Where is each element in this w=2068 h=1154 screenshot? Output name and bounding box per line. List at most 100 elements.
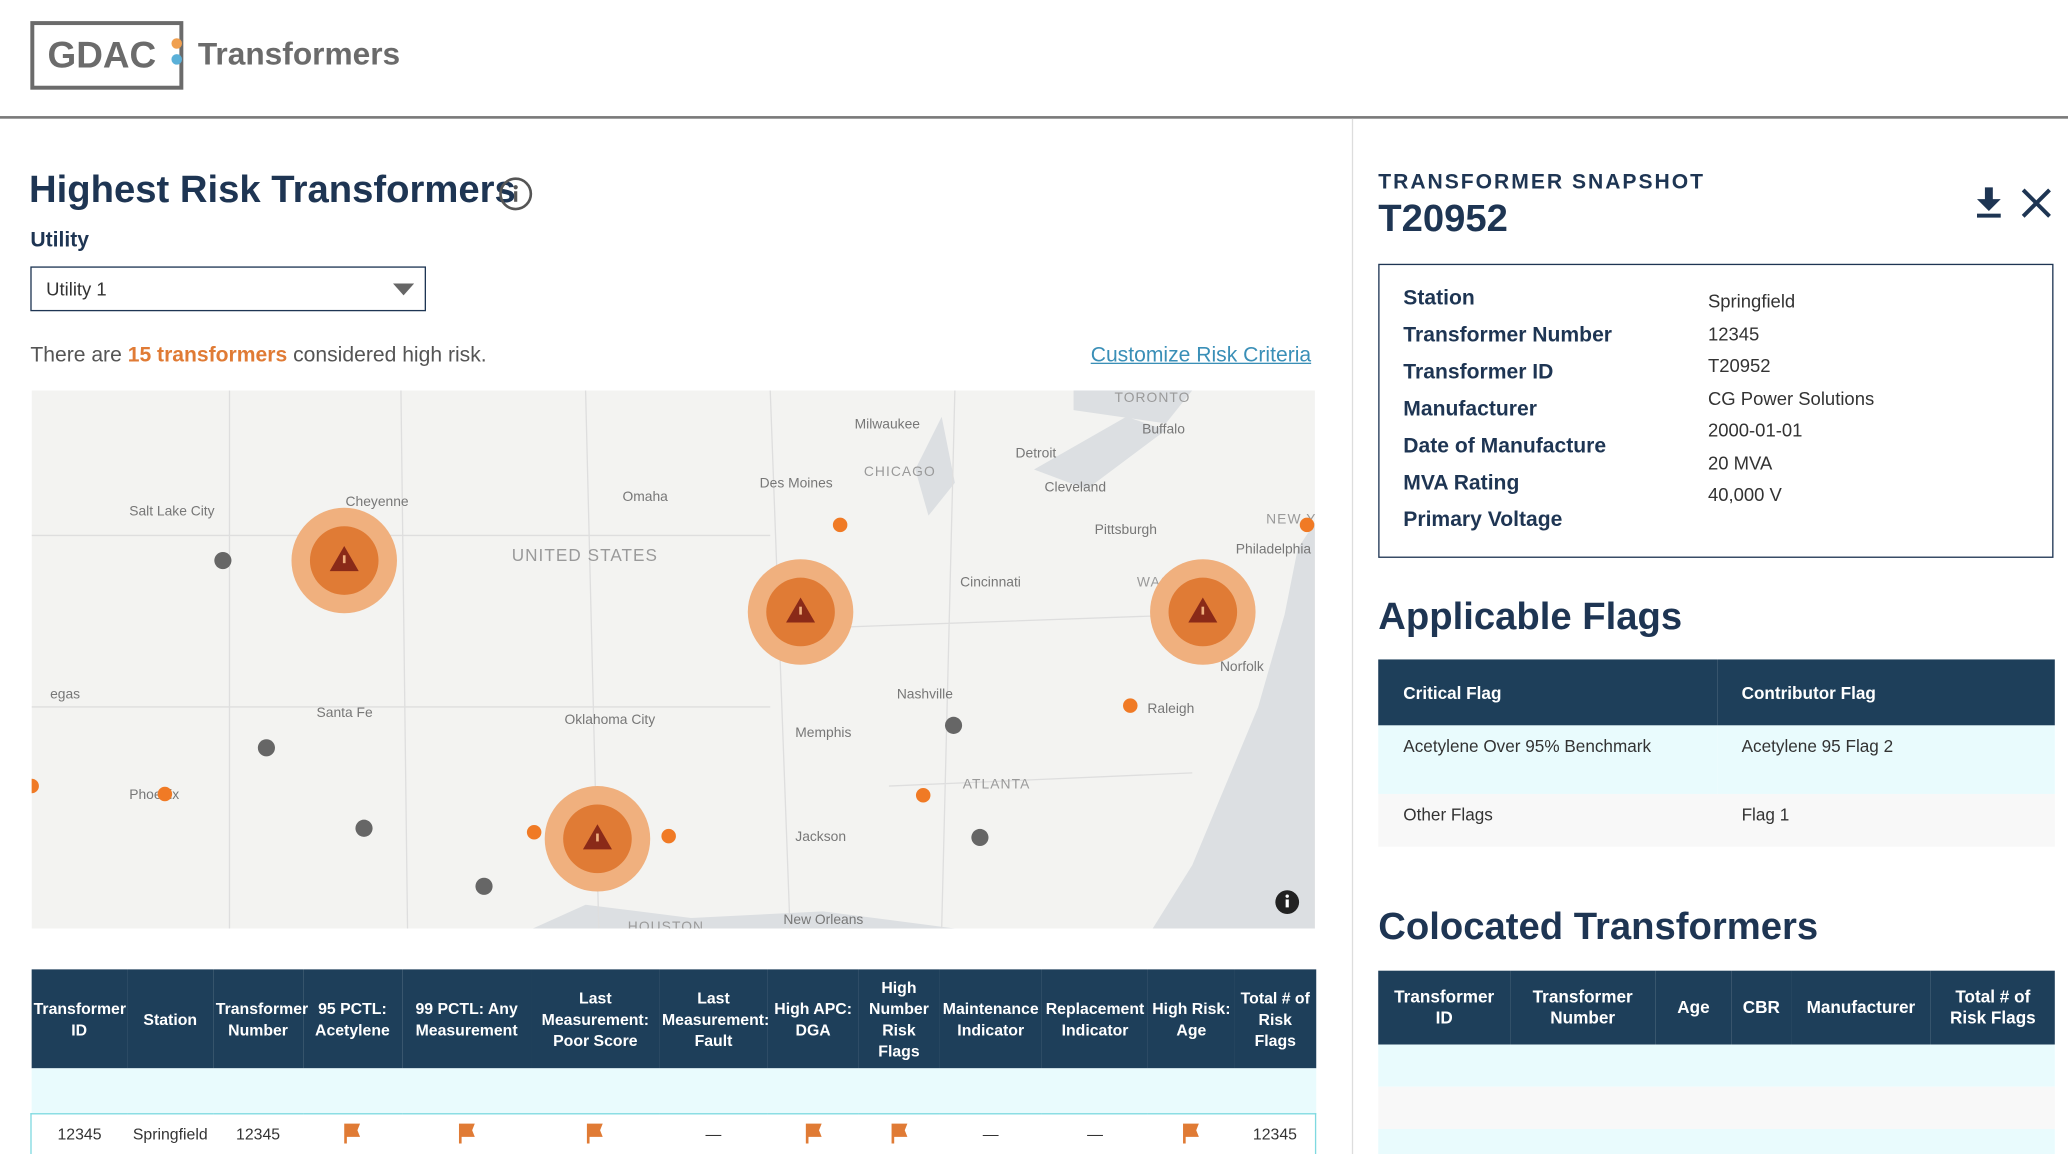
column-header: Transformer ID [30,969,128,1069]
map-label: ATLANTA [963,775,1031,791]
cell [767,1113,859,1154]
section-title: Applicable Flags [1378,596,1683,639]
map-label: Milwaukee [855,415,921,431]
flag-icon [344,1123,361,1143]
column-header: Transformer Number [213,969,308,1069]
map-label: UNITED STATES [512,545,658,565]
flag-icon [458,1123,475,1143]
flag-icon [891,1123,907,1143]
info-icon[interactable] [499,177,536,214]
snapshot-panel [1351,118,2068,1154]
logo-dots [171,38,183,65]
risk-cluster[interactable] [747,559,854,665]
snapshot-box [1378,263,2054,558]
map[interactable]: Salt Lake City Cheyenne UNITED STATES Omaha… [31,390,1315,929]
table-header: Transformer ID Transformer Number Age CBR Ma… [1378,970,2055,1045]
colocated-table: Transformer ID Transformer Number Age CBR Ma… [1378,970,2055,1154]
field-value: Springfield [1707,290,1796,312]
column-header: Replacement Indicator [1042,969,1148,1069]
table-row [30,1068,1316,1114]
map-label: Detroit [1016,444,1057,460]
field-label: Manufacturer [1403,398,1537,421]
cell: Acetylene Over 95% Benchmark [1403,735,1652,756]
field-label: Primary Voltage [1403,509,1563,532]
cell: Flag 1 [1741,804,1790,825]
warning-mark [342,555,346,564]
risk-marker [915,788,931,803]
snapshot-id: T20952 [1378,197,1508,241]
column-header: High APC: DGA [767,969,859,1069]
map-label: CHICAGO [864,463,936,479]
column-header: High Risk: Age [1147,969,1235,1069]
map-label: Omaha [623,488,669,504]
field-value: 2000-01-01 [1707,419,1803,441]
ocean [1152,390,1315,929]
map-label: TORONTO [1114,390,1190,405]
flag-icon [1183,1123,1200,1143]
cell [858,1113,940,1154]
summary-text: considered high risk. [293,344,487,367]
lake [915,416,955,516]
column-header: Critical Flag [1378,659,1717,726]
field-value: T20952 [1707,354,1771,376]
cell [401,1113,532,1154]
flags-table: Critical Flag Contributor Flag Acetylene … [1378,659,2055,847]
cell [531,1113,660,1154]
risk-marker [157,786,173,802]
risk-cluster[interactable] [291,507,397,614]
download-icon[interactable] [1976,187,2005,219]
map-label: New Orleans [783,911,863,927]
map-label: Philadelphia [1236,541,1312,557]
customize-link[interactable]: Customize Risk Criteria [1090,344,1312,367]
cell [30,1068,1316,1114]
column-header: Last Measurement: Poor Score [531,969,660,1069]
site-marker [944,716,963,734]
table-row: 12345 Springfield 12345— — —12345 [30,1113,1317,1154]
utility-select[interactable]: Utility 1 [30,266,426,312]
table-row [1378,1086,2055,1129]
flag-icon [805,1123,822,1143]
cell [1378,1086,2055,1129]
map-label: Oklahoma City [564,711,655,727]
column-header: CBR [1731,970,1792,1045]
risk-cluster[interactable] [544,786,651,892]
warning-mark [799,606,802,615]
site-marker [257,739,275,757]
column-header: 99 PCTL: Any Measurement [401,969,532,1069]
field-label: MVA Rating [1403,472,1520,495]
cell [302,1113,402,1154]
map-label: Nashville [897,686,953,702]
table-row [1378,1044,2055,1087]
map-land [31,390,1315,929]
site-marker [214,551,232,570]
map-label: Memphis [795,724,851,740]
table-row [1378,1128,2055,1154]
cell: 12345 [213,1113,303,1154]
risk-cluster[interactable] [1150,559,1256,665]
cell: Springfield [127,1113,214,1154]
column-header: Manufacturer [1791,970,1931,1045]
column-header: Age [1655,970,1732,1045]
cell [1378,1128,2055,1154]
map-label: Cheyenne [346,493,409,509]
map-info[interactable] [1275,890,1300,914]
column-header: Total # of Risk Flags [1234,969,1316,1069]
map-label: Buffalo [1142,421,1185,437]
map-labels: Salt Lake City Cheyenne UNITED STATES Omaha… [50,390,1315,928]
column-header: Transformer Number [1510,970,1656,1045]
column-header: Total # of Risk Flags [1930,970,2055,1045]
select-value: Utility 1 [46,278,107,300]
lake [1034,390,1193,490]
map-label: Cincinnati [960,574,1021,590]
site-marker [971,828,989,847]
map-label: Jackson [795,828,846,844]
flag-icon [587,1123,604,1143]
logo[interactable]: GDAC [30,21,184,90]
cell: Acetylene 95 Flag 2 [1741,735,1894,756]
table-header: Critical Flag Contributor Flag [1378,659,2055,726]
risk-marker [1123,698,1138,713]
column-header: High Number Risk Flags [858,969,940,1069]
close-icon[interactable] [2021,187,2053,219]
field-label: Transformer Number [1403,324,1613,347]
